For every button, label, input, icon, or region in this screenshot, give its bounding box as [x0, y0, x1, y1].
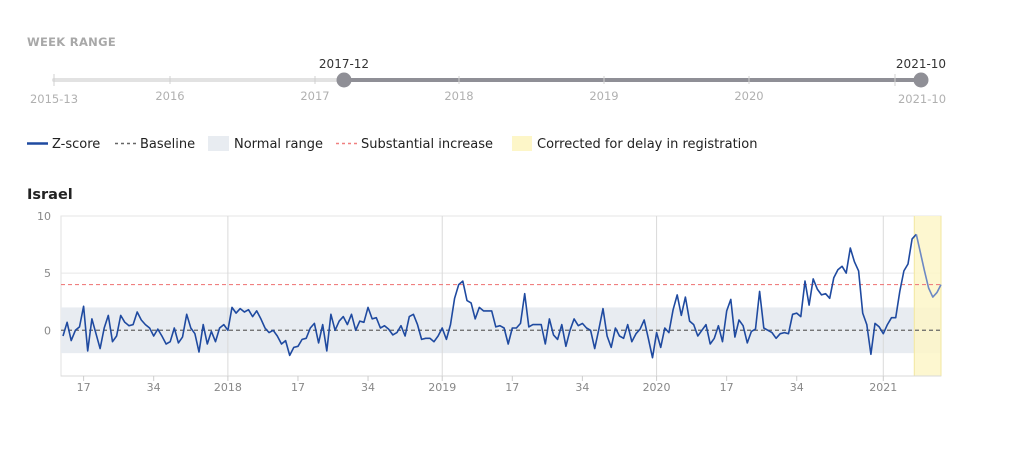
- slider-year-label: 2020: [734, 89, 763, 103]
- legend-item-zscore[interactable]: Z-score: [27, 137, 100, 152]
- zscore-line: [62, 233, 917, 359]
- x-tick-label: 17: [77, 381, 91, 394]
- slider-year-label: 2016: [155, 89, 184, 103]
- zscore-line-corrected: [915, 234, 942, 298]
- legend-item-substantial-increase[interactable]: Substantial increase: [336, 137, 493, 152]
- x-tick-label: 17: [720, 381, 734, 394]
- legend-normal-swatch: [208, 136, 229, 151]
- zscore-chart: 0 5 10 17 34 2018 17 34 2019 17 34 2020 17 34 2021: [37, 210, 942, 394]
- slider-year-label: 2017: [300, 89, 329, 103]
- x-tick-label: 34: [575, 381, 589, 394]
- legend-item-baseline[interactable]: Baseline: [115, 137, 195, 152]
- x-tick-label: 17: [505, 381, 519, 394]
- slider-end-value: 2021-10: [896, 57, 946, 71]
- legend-item-corrected[interactable]: Corrected for delay in registration: [512, 136, 757, 152]
- x-tick-label: 2020: [643, 381, 671, 394]
- legend-normal-label: Normal range: [234, 137, 323, 152]
- legend: Z-score Baseline Normal range Substantia…: [27, 136, 757, 152]
- x-tick-label: 34: [361, 381, 375, 394]
- legend-baseline-label: Baseline: [140, 137, 195, 152]
- x-tick-label: 17: [291, 381, 305, 394]
- legend-corrected-swatch: [512, 136, 532, 151]
- x-tick-label: 2019: [428, 381, 456, 394]
- legend-substantial-label: Substantial increase: [361, 137, 493, 152]
- y-tick-label: 0: [44, 324, 51, 337]
- week-range-title: WEEK RANGE: [27, 35, 116, 49]
- legend-corrected-label: Corrected for delay in registration: [537, 137, 757, 152]
- y-tick-label: 10: [37, 210, 51, 223]
- slider-year-label: 2019: [589, 89, 618, 103]
- x-tick-label: 34: [147, 381, 161, 394]
- legend-zscore-label: Z-score: [52, 137, 100, 152]
- y-tick-label: 5: [44, 267, 51, 280]
- chart-title: Israel: [27, 187, 73, 203]
- slider-start-value: 2017-12: [319, 57, 369, 71]
- slider-year-label: 2018: [444, 89, 473, 103]
- slider-min-label: 2015-13: [30, 92, 78, 106]
- slider-max-label: 2021-10: [898, 92, 946, 106]
- x-tick-label: 34: [790, 381, 804, 394]
- slider-handle-end[interactable]: [913, 72, 929, 88]
- x-tick-label: 2021: [869, 381, 897, 394]
- legend-item-normal-range[interactable]: Normal range: [208, 136, 323, 152]
- slider-handle-start[interactable]: [336, 72, 352, 88]
- week-range-slider[interactable]: WEEK RANGE 2017-12 2021-10 2015-13 2016 …: [27, 35, 946, 106]
- x-tick-label: 2018: [214, 381, 242, 394]
- normal-range-band: [61, 307, 941, 354]
